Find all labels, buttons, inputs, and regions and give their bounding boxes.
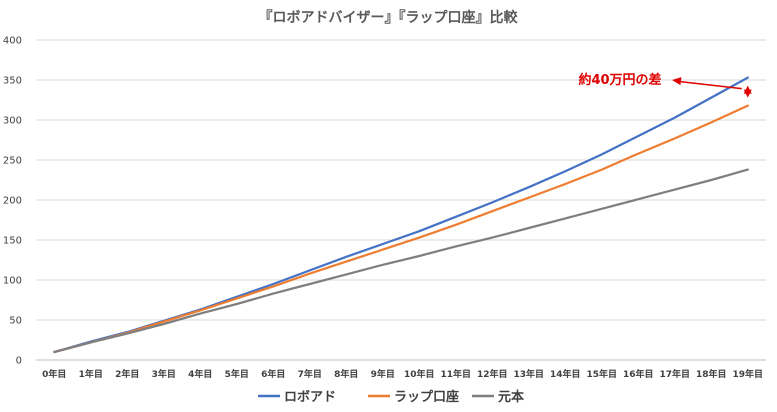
x-tick-label: 13年目: [513, 368, 544, 380]
legend-label: 元本: [498, 389, 524, 405]
legend-label: ロボアド: [284, 389, 336, 405]
x-tick-label: 0年目: [42, 368, 66, 380]
annotation-pointer-arrow: [678, 80, 742, 90]
grid: [36, 39, 766, 361]
y-tick-label: 200: [3, 196, 22, 207]
y-tick-label: 350: [3, 76, 22, 87]
chart-title: 『ロボアドバイザー』『ラップ口座』比較: [259, 9, 519, 26]
annotation-arrowhead-bottom: [743, 89, 752, 98]
annotation-label: 約40万円の差: [578, 72, 661, 88]
x-tick-label: 5年目: [225, 368, 249, 380]
x-tick-label: 19年目: [732, 368, 763, 380]
x-tick-label: 6年目: [261, 368, 285, 380]
y-tick-label: 300: [3, 116, 22, 127]
y-tick-label: 50: [9, 316, 22, 327]
x-tick-label: 18年目: [696, 368, 727, 380]
x-tick-label: 11年目: [440, 368, 471, 380]
x-tick-label: 16年目: [623, 368, 654, 380]
x-tick-label: 9年目: [371, 368, 395, 380]
x-tick-label: 10年目: [404, 368, 435, 380]
y-tick-label: 150: [3, 236, 22, 247]
x-tick-label: 2年目: [115, 368, 139, 380]
series-lines: [53, 76, 749, 354]
series-line: [53, 168, 749, 354]
x-tick-label: 15年目: [586, 368, 617, 380]
x-tick-label: 8年目: [334, 368, 358, 380]
y-axis: 0 50 100 150 200 250 300 350 400: [3, 36, 22, 367]
x-tick-label: 4年目: [188, 368, 212, 380]
legend: ロボアド ラップ口座 元本: [258, 389, 524, 405]
annotation-pointer-arrowhead: [672, 77, 682, 86]
legend-label: ラップ口座: [394, 389, 459, 405]
x-tick-label: 3年目: [152, 368, 176, 380]
x-tick-label: 12年目: [477, 368, 508, 380]
series-line: [53, 104, 749, 354]
x-tick-label: 17年目: [659, 368, 690, 380]
x-axis: 0年目 1年目 2年目 3年目 4年目 5年目 6年目 7年目 8年目 9年目 10年目 11年目 12…: [42, 368, 763, 380]
x-tick-label: 7年目: [298, 368, 322, 380]
y-tick-label: 0: [16, 356, 22, 367]
x-tick-label: 14年目: [550, 368, 581, 380]
annotation: 約40万円の差: [578, 72, 752, 98]
y-tick-label: 100: [3, 276, 22, 287]
series-line: [53, 76, 749, 354]
y-tick-label: 400: [3, 36, 22, 47]
x-tick-label: 1年目: [79, 368, 103, 380]
y-tick-label: 250: [3, 156, 22, 167]
